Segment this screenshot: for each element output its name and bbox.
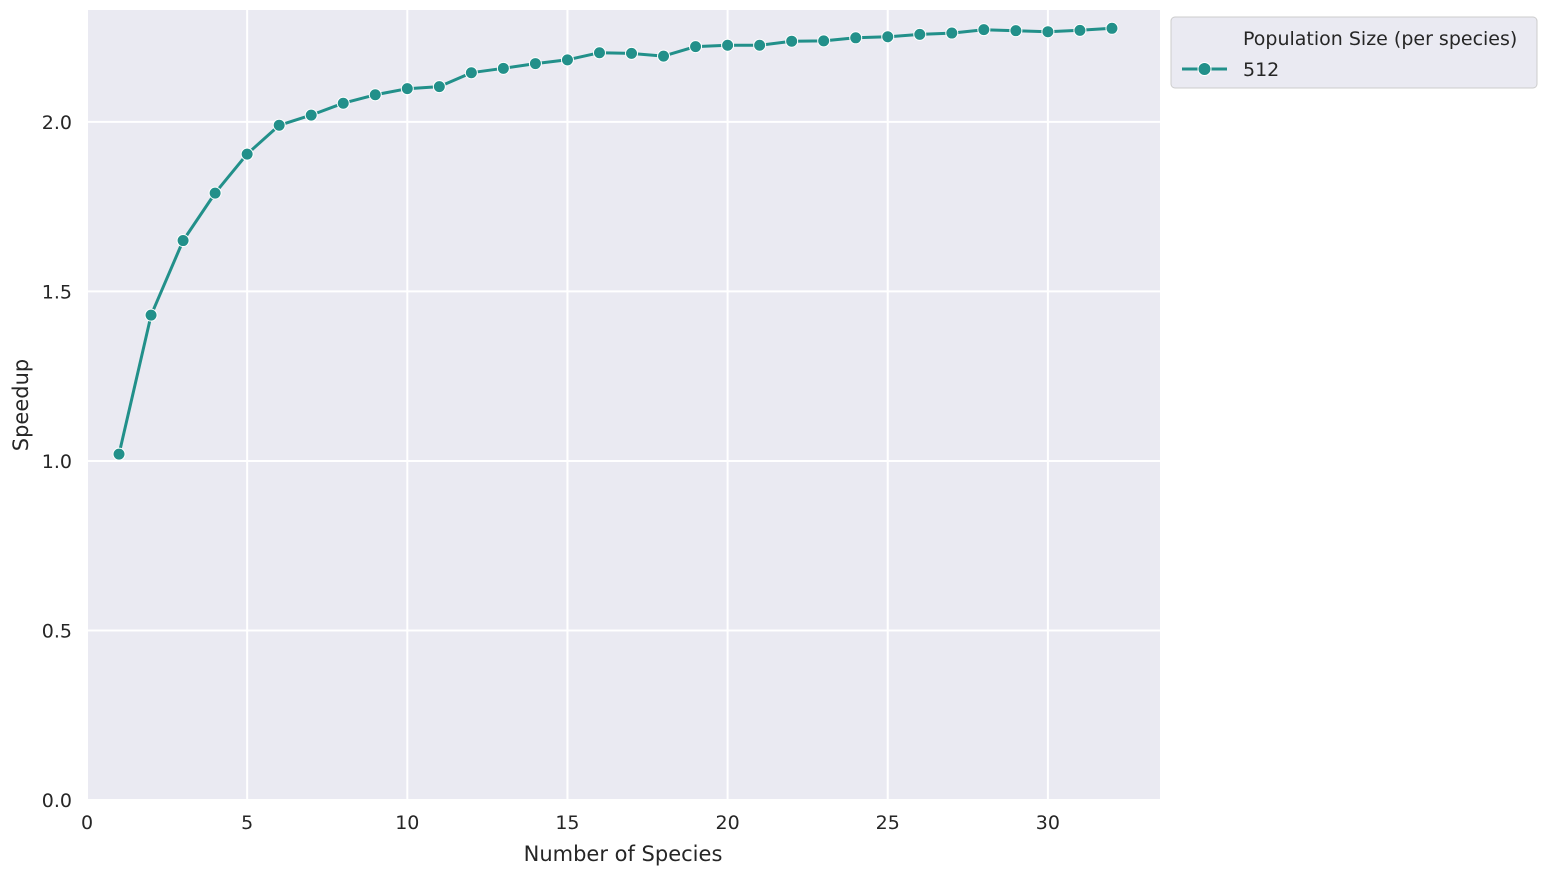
x-tick-label: 5 xyxy=(241,812,253,834)
x-tick-label: 30 xyxy=(1036,812,1060,834)
data-point-marker xyxy=(1073,23,1087,37)
data-point-marker xyxy=(785,34,799,48)
data-point-marker xyxy=(625,46,639,60)
data-point-marker xyxy=(528,57,542,71)
data-point-marker xyxy=(432,80,446,94)
x-tick-label: 25 xyxy=(876,812,900,834)
data-point-marker xyxy=(400,82,414,96)
y-tick-label: 1.0 xyxy=(42,451,72,473)
data-point-marker xyxy=(689,40,703,54)
data-point-marker xyxy=(144,308,158,322)
data-point-marker xyxy=(1041,25,1055,39)
data-point-marker xyxy=(336,96,350,110)
x-tick-label: 0 xyxy=(81,812,93,834)
data-point-marker xyxy=(977,23,991,37)
legend-marker-swatch xyxy=(1197,62,1212,76)
x-axis-label: Number of Species xyxy=(524,842,723,866)
data-point-marker xyxy=(913,27,927,41)
y-tick-label: 1.5 xyxy=(42,281,72,303)
data-point-marker xyxy=(1009,24,1023,38)
data-point-marker xyxy=(817,34,831,48)
y-tick-label: 0.5 xyxy=(42,620,72,642)
data-point-marker xyxy=(881,30,895,44)
data-point-marker xyxy=(721,38,735,52)
x-tick-label: 15 xyxy=(555,812,579,834)
data-point-marker xyxy=(657,49,671,63)
data-point-marker xyxy=(368,88,382,102)
data-point-marker xyxy=(1105,21,1119,35)
legend: Population Size (per species) 512 xyxy=(1170,16,1538,89)
data-point-marker xyxy=(945,26,959,40)
data-point-marker xyxy=(496,61,510,75)
y-tick-label: 0.0 xyxy=(42,790,72,812)
data-point-marker xyxy=(464,66,478,80)
legend-entry-label: 512 xyxy=(1243,59,1279,81)
data-point-marker xyxy=(208,186,222,200)
legend-title: Population Size (per species) xyxy=(1243,28,1517,50)
tick-labels: 0 5 10 15 20 25 30 0.0 0.5 1.0 1.5 2.0 xyxy=(42,112,1060,834)
data-point-marker xyxy=(753,38,767,52)
y-tick-label: 2.0 xyxy=(42,112,72,134)
grid-lines xyxy=(86,10,1160,801)
data-point-marker xyxy=(272,118,286,132)
data-point-marker xyxy=(304,108,318,122)
data-point-marker xyxy=(560,53,574,67)
data-point-marker xyxy=(849,31,863,45)
data-point-marker xyxy=(112,447,126,461)
data-point-marker xyxy=(176,234,190,248)
data-point-marker xyxy=(240,147,254,161)
legend-box xyxy=(1170,16,1538,89)
data-point-marker xyxy=(592,46,606,60)
y-axis-label: Speedup xyxy=(9,359,33,451)
series-markers xyxy=(112,21,1119,461)
x-tick-label: 20 xyxy=(716,812,740,834)
x-tick-label: 10 xyxy=(395,812,419,834)
plot-area xyxy=(87,10,1160,800)
